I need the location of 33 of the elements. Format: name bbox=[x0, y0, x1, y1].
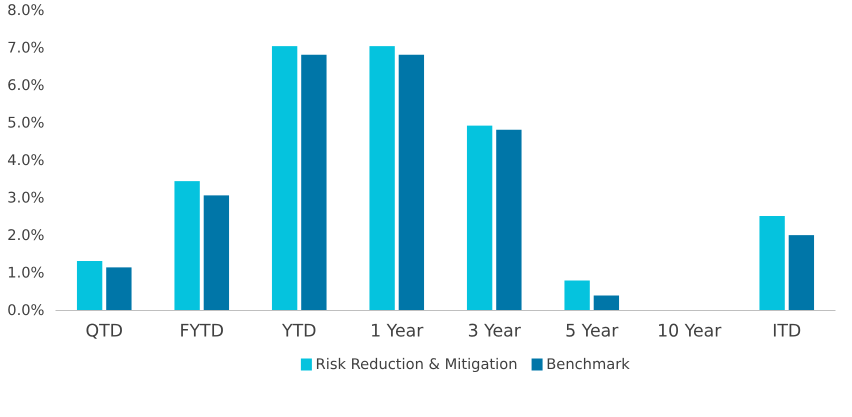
y-tick-label: 5.0% bbox=[7, 114, 45, 132]
y-tick-label: 8.0% bbox=[7, 2, 45, 19]
x-tick-label: 3 Year bbox=[468, 322, 522, 342]
x-tick-label: 10 Year bbox=[657, 322, 722, 342]
bar bbox=[301, 54, 327, 310]
bar bbox=[759, 216, 785, 310]
y-tick-label: 4.0% bbox=[7, 152, 45, 169]
bar bbox=[594, 296, 620, 310]
x-tick-label: ITD bbox=[772, 322, 802, 342]
bar bbox=[398, 54, 424, 310]
y-tick-label: 0.0% bbox=[7, 302, 45, 319]
legend-label: Benchmark bbox=[546, 356, 630, 373]
x-tick-label: FYTD bbox=[180, 322, 224, 342]
bar bbox=[204, 195, 230, 310]
y-tick-label: 1.0% bbox=[7, 264, 45, 282]
y-tick-label: 7.0% bbox=[7, 40, 45, 56]
y-tick-label: 2.0% bbox=[7, 227, 45, 244]
x-tick-label: YTD bbox=[280, 322, 317, 342]
bar bbox=[369, 46, 395, 310]
bar bbox=[76, 261, 102, 310]
legend-label: Risk Reduction & Mitigation bbox=[316, 356, 518, 373]
y-tick-label: 3.0% bbox=[7, 190, 45, 206]
y-tick-label: 6.0% bbox=[7, 77, 45, 94]
bar bbox=[466, 126, 492, 310]
bar bbox=[174, 181, 200, 310]
x-tick-label: 5 Year bbox=[565, 322, 620, 342]
bar bbox=[272, 46, 298, 310]
x-tick-label: QTD bbox=[85, 322, 124, 342]
bar bbox=[106, 267, 132, 310]
bar bbox=[788, 235, 814, 310]
bar bbox=[496, 130, 522, 310]
bar bbox=[564, 280, 590, 310]
x-tick-label: 1 Year bbox=[370, 322, 424, 342]
